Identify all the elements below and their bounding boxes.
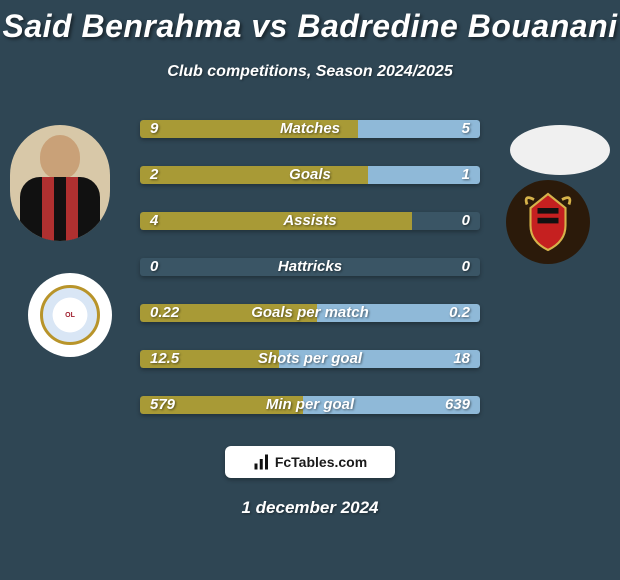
nice-crest-icon (513, 187, 583, 257)
stat-row: 579639Min per goal (140, 396, 480, 414)
stat-row: 95Matches (140, 120, 480, 138)
stat-label: Min per goal (140, 394, 480, 416)
club-badge-right (506, 180, 590, 264)
date-label: 1 december 2024 (0, 498, 620, 518)
stat-label: Assists (140, 210, 480, 232)
stat-bars: 95Matches 21Goals 40Assists 00Hattricks 0.22… (140, 120, 480, 442)
stat-row: 40Assists (140, 212, 480, 230)
stat-row: 12.518Shots per goal (140, 350, 480, 368)
subtitle: Club competitions, Season 2024/2025 (0, 63, 620, 81)
stat-label: Goals (140, 164, 480, 186)
stat-label: Goals per match (140, 302, 480, 324)
stat-row: 0.220.2Goals per match (140, 304, 480, 322)
stat-row: 00Hattricks (140, 258, 480, 276)
brand-label: FcTables.com (275, 454, 367, 470)
player-left-photo (10, 125, 110, 241)
player-right-photo (510, 125, 610, 175)
club-badge-left: OL (28, 273, 112, 357)
stat-row: 21Goals (140, 166, 480, 184)
chart-icon (253, 453, 271, 471)
stat-label: Matches (140, 118, 480, 140)
page-title: Said Benrahma vs Badredine Bouanani (0, 0, 620, 45)
comparison-chart: OL 95Matches 21Goals 40Assists 00Hattricks 0… (0, 110, 620, 440)
stat-label: Shots per goal (140, 348, 480, 370)
brand-badge: FcTables.com (225, 446, 395, 478)
lyon-crest-icon: OL (40, 285, 100, 345)
stat-label: Hattricks (140, 256, 480, 278)
